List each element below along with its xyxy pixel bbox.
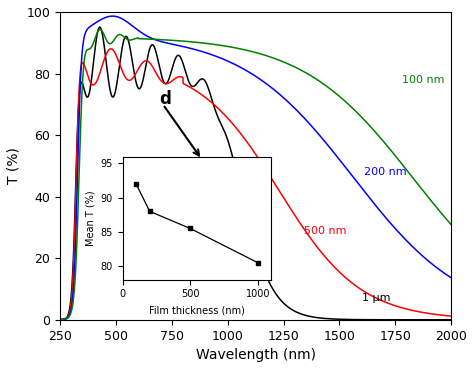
X-axis label: Wavelength (nm): Wavelength (nm) <box>196 348 316 362</box>
Text: 500 nm: 500 nm <box>304 225 346 235</box>
Text: 100 nm: 100 nm <box>402 75 445 85</box>
Text: 1 μm: 1 μm <box>362 293 390 303</box>
Text: 200 nm: 200 nm <box>364 167 407 177</box>
Text: d: d <box>160 90 172 108</box>
Y-axis label: T (%): T (%) <box>7 148 21 184</box>
